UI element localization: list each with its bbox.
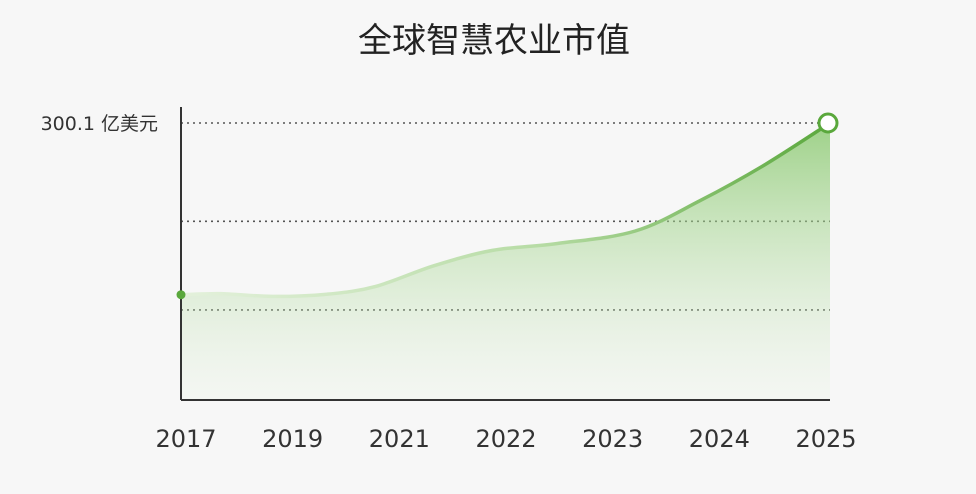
x-tick-label: 2022 bbox=[475, 425, 536, 453]
x-tick-label: 2023 bbox=[582, 425, 643, 453]
x-tick-label: 2021 bbox=[369, 425, 430, 453]
area-fill bbox=[181, 123, 830, 400]
x-tick-labels: 2017 2019 2021 2022 2023 2024 2025 bbox=[155, 425, 856, 453]
end-point bbox=[817, 112, 839, 134]
start-point bbox=[176, 290, 186, 300]
y-max-label: 300.1 亿美元 bbox=[41, 113, 158, 135]
x-tick-label: 2017 bbox=[155, 425, 216, 453]
x-tick-label: 2025 bbox=[795, 425, 856, 453]
x-tick-label: 2024 bbox=[689, 425, 750, 453]
chart-title: 全球智慧农业市值 bbox=[358, 21, 630, 61]
x-tick-label: 2019 bbox=[262, 425, 323, 453]
series-line bbox=[180, 121, 831, 299]
